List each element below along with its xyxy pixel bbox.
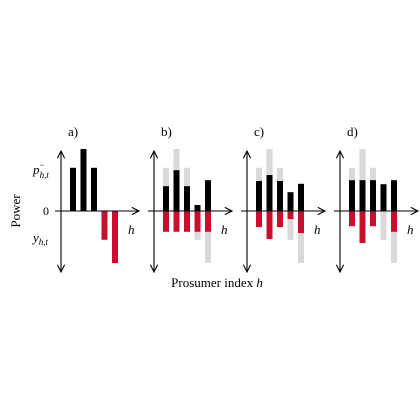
p-minus-sup: −	[40, 160, 45, 170]
x-axis-var-label: h	[407, 222, 414, 237]
negative-bar	[287, 211, 294, 219]
ghost-positive-bar	[359, 149, 366, 211]
positive-bar	[266, 175, 273, 211]
ghost-negative-bar	[205, 211, 211, 263]
positive-bar	[184, 186, 190, 211]
negative-bar	[298, 211, 304, 233]
negative-bar	[266, 211, 273, 239]
panel-3: c) h	[241, 124, 325, 272]
positive-bar	[163, 186, 169, 211]
negative-bar	[349, 211, 355, 227]
positive-bar	[380, 184, 387, 211]
positive-bar	[359, 180, 366, 211]
ghost-negative-bar	[380, 211, 387, 240]
negative-bar	[101, 211, 108, 240]
x-axis-var-label: h	[221, 222, 228, 237]
positive-bar	[391, 180, 397, 211]
positive-bar	[287, 192, 294, 211]
negative-bar	[256, 211, 262, 227]
negative-bar	[277, 211, 283, 227]
x-axis-var-label: h	[128, 222, 135, 237]
y-label: yh,t	[31, 230, 49, 247]
panels: a)h0p− h,tyh,tb)hc)hd)h	[31, 124, 418, 272]
positive-bar	[349, 180, 355, 211]
y-label-sub: h,t	[39, 237, 49, 247]
ghost-negative-bar	[391, 211, 397, 263]
negative-bar	[205, 211, 211, 232]
positive-bar	[194, 205, 201, 211]
positive-bar	[91, 167, 97, 211]
positive-bar	[205, 180, 211, 211]
negative-bar	[184, 211, 190, 232]
panel-1: a)h0p− h,tyh,t	[31, 124, 139, 272]
positive-bar	[298, 183, 304, 211]
panel-label: a)	[68, 124, 78, 139]
positive-bar	[80, 149, 87, 211]
positive-bar	[370, 180, 376, 211]
p-minus-label: p− h,t	[32, 160, 49, 180]
x-axis-var-label: h	[314, 222, 321, 237]
x-axis-label-var: h	[256, 275, 263, 290]
negative-bar	[370, 211, 376, 227]
y-axis-label: Power	[8, 194, 23, 228]
positive-bar	[277, 181, 283, 211]
positive-bar	[173, 170, 180, 211]
ghost-negative-bar	[298, 211, 304, 263]
negative-bar	[359, 211, 366, 243]
negative-bar	[112, 211, 118, 263]
y-label-main: y	[31, 230, 39, 245]
panel-label: d)	[347, 124, 358, 139]
zero-tick-label: 0	[43, 204, 49, 218]
negative-bar	[391, 211, 397, 232]
panel-2: b) h	[148, 124, 232, 272]
negative-bar	[173, 211, 180, 232]
negative-bar	[194, 211, 201, 232]
positive-bar	[256, 181, 262, 211]
panel-label: c)	[254, 124, 264, 139]
positive-bar	[70, 167, 76, 211]
panel-label: b)	[161, 124, 172, 139]
p-minus-main: p	[32, 162, 40, 177]
x-axis-label-text: Prosumer index	[171, 275, 256, 290]
p-minus-sub: h,t	[40, 170, 50, 180]
panel-4: d) h	[334, 124, 418, 272]
x-axis-label: Prosumer index h	[171, 275, 263, 290]
negative-bar	[163, 211, 169, 232]
ghost-negative-bar	[287, 211, 294, 240]
